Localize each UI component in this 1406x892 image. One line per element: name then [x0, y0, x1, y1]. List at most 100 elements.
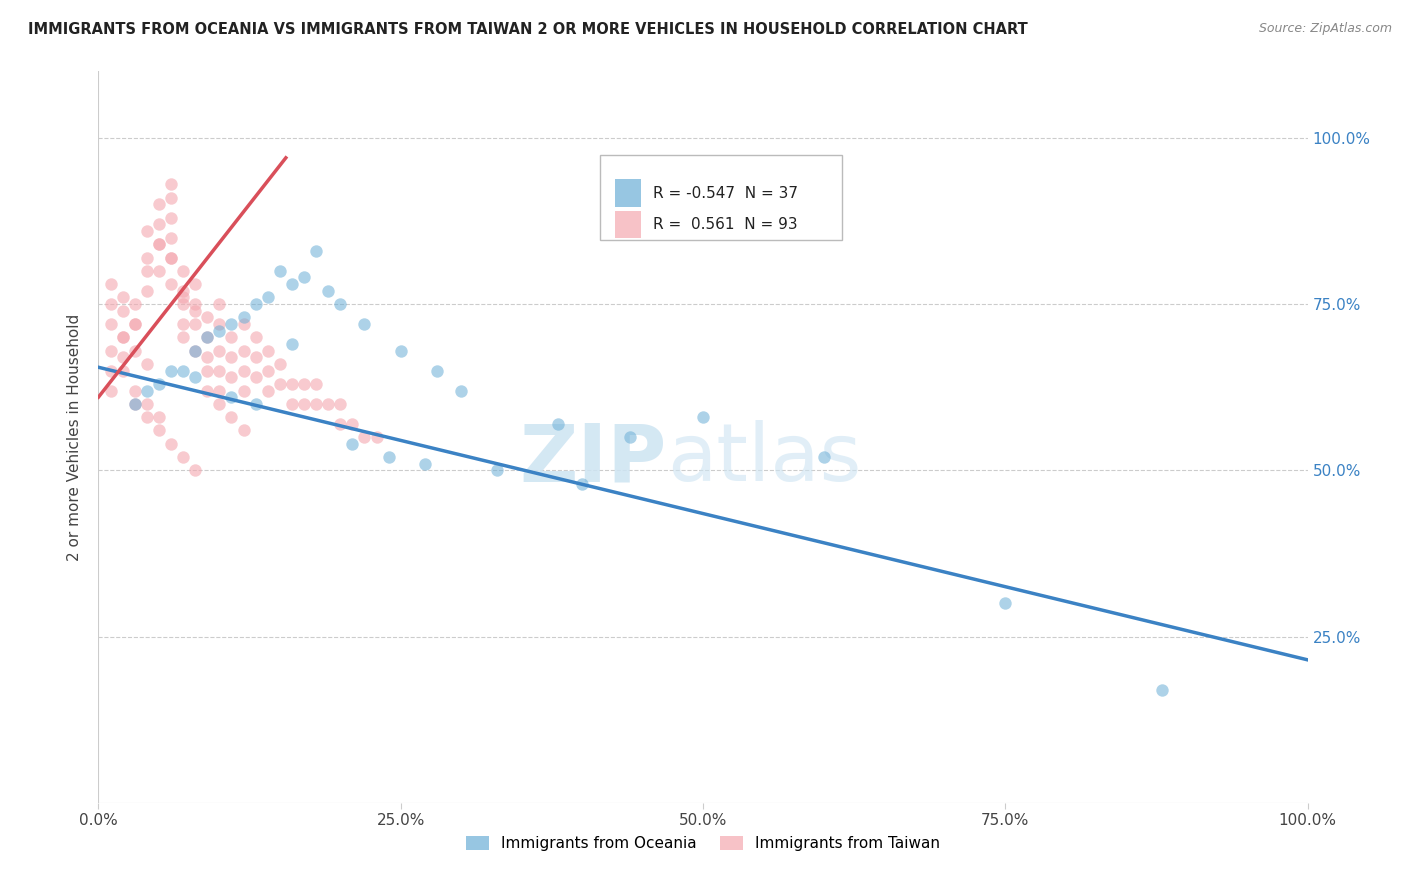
Point: [172, 330, 194, 344]
Point: [111, 290, 134, 304]
Point: [329, 297, 352, 311]
Point: [232, 343, 254, 358]
Point: [450, 384, 472, 398]
Point: [1152, 682, 1174, 697]
Point: [148, 217, 170, 231]
Point: [184, 343, 207, 358]
Point: [619, 430, 641, 444]
Point: [184, 297, 207, 311]
Point: [135, 264, 157, 278]
Point: [111, 330, 134, 344]
Point: [160, 277, 183, 292]
Point: [148, 237, 170, 252]
Point: [281, 397, 304, 411]
Point: [232, 384, 254, 398]
Point: [124, 297, 146, 311]
Point: [135, 357, 157, 371]
Point: [377, 450, 399, 464]
Point: [111, 363, 134, 377]
Point: [208, 317, 231, 331]
Point: [994, 596, 1017, 610]
Text: R =  0.561  N = 93: R = 0.561 N = 93: [654, 217, 799, 232]
Point: [195, 330, 218, 344]
Point: [281, 337, 304, 351]
Point: [329, 397, 352, 411]
Bar: [614, 179, 641, 207]
Point: [413, 457, 436, 471]
Point: [316, 397, 339, 411]
Point: [135, 284, 157, 298]
Point: [245, 351, 267, 365]
Point: [100, 363, 122, 377]
Point: [208, 324, 231, 338]
Point: [269, 357, 291, 371]
Point: [547, 417, 569, 431]
Point: [100, 297, 122, 311]
Point: [269, 376, 291, 391]
Point: [124, 343, 146, 358]
Point: [111, 330, 134, 344]
Point: [135, 251, 157, 265]
Point: [184, 317, 207, 331]
Point: [329, 417, 352, 431]
Point: [184, 303, 207, 318]
Point: [316, 284, 339, 298]
Point: [221, 351, 243, 365]
Point: [160, 191, 183, 205]
Point: [100, 343, 122, 358]
Point: [426, 363, 449, 377]
Point: [305, 376, 328, 391]
Point: [135, 224, 157, 238]
Point: [292, 270, 315, 285]
Point: [245, 397, 267, 411]
Point: [221, 390, 243, 404]
Point: [111, 351, 134, 365]
Point: [208, 384, 231, 398]
Point: [353, 430, 375, 444]
Point: [389, 343, 412, 358]
Point: [486, 463, 509, 477]
Point: [160, 211, 183, 225]
Point: [172, 290, 194, 304]
Point: [124, 317, 146, 331]
Point: [195, 384, 218, 398]
Point: [124, 317, 146, 331]
Point: [195, 351, 218, 365]
Point: [135, 384, 157, 398]
Point: [292, 397, 315, 411]
Point: [256, 290, 278, 304]
Point: [148, 410, 170, 425]
Point: [232, 310, 254, 325]
Point: [160, 230, 183, 244]
Point: [232, 363, 254, 377]
Y-axis label: 2 or more Vehicles in Household: 2 or more Vehicles in Household: [67, 313, 83, 561]
Point: [135, 397, 157, 411]
Point: [292, 376, 315, 391]
Point: [100, 384, 122, 398]
Point: [148, 424, 170, 438]
Point: [184, 463, 207, 477]
Point: [172, 363, 194, 377]
Point: [305, 397, 328, 411]
Point: [160, 251, 183, 265]
Point: [221, 410, 243, 425]
Text: R = -0.547  N = 37: R = -0.547 N = 37: [654, 186, 799, 201]
Point: [342, 436, 364, 450]
Text: IMMIGRANTS FROM OCEANIA VS IMMIGRANTS FROM TAIWAN 2 OR MORE VEHICLES IN HOUSEHOL: IMMIGRANTS FROM OCEANIA VS IMMIGRANTS FR…: [28, 22, 1028, 37]
Point: [172, 450, 194, 464]
Point: [221, 330, 243, 344]
Bar: [614, 211, 641, 238]
FancyBboxPatch shape: [600, 155, 842, 240]
Point: [100, 277, 122, 292]
Point: [172, 284, 194, 298]
Point: [208, 297, 231, 311]
Point: [281, 277, 304, 292]
Point: [184, 277, 207, 292]
Point: [195, 310, 218, 325]
Point: [135, 410, 157, 425]
Point: [148, 376, 170, 391]
Point: [160, 178, 183, 192]
Point: [366, 430, 388, 444]
Point: [232, 317, 254, 331]
Point: [245, 297, 267, 311]
